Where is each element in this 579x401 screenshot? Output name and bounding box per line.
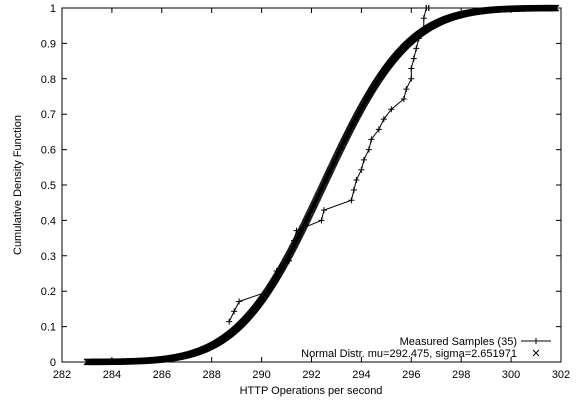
y-tick-label: 0.1: [41, 322, 56, 334]
measured-point: [420, 25, 427, 32]
normal-distribution-series: [83, 4, 560, 366]
y-tick-label: 0.2: [41, 286, 56, 298]
measured-samples-series: [226, 5, 432, 325]
y-axis-label: Cumulative Density Function: [12, 115, 24, 255]
measured-point: [271, 277, 278, 284]
measured-point: [408, 75, 415, 82]
measured-point: [388, 106, 395, 113]
measured-point: [375, 126, 382, 133]
measured-point: [400, 95, 407, 102]
x-tick-label: 290: [252, 369, 270, 381]
axis-ticks: 282 284 286 288 290 292 294 296 298 300 302 0 0.1 0.2…: [41, 3, 570, 381]
y-tick-label: 0.3: [41, 251, 56, 263]
measured-point: [410, 55, 417, 62]
measured-point: [425, 5, 432, 11]
x-tick-label: 300: [502, 369, 520, 381]
legend-marker-measured: [533, 338, 539, 344]
y-tick-label: 0.7: [41, 109, 56, 121]
measured-point: [350, 186, 357, 193]
measured-point: [360, 156, 367, 163]
measured-point: [293, 227, 300, 234]
x-axis-label: HTTP Operations per second: [240, 385, 383, 397]
legend-marker-normal: [532, 349, 540, 357]
measured-point: [288, 247, 295, 254]
measured-point: [348, 197, 355, 204]
measured-point: [415, 35, 422, 42]
y-tick-label: 0.9: [41, 38, 56, 50]
x-tick-label: 302: [552, 369, 570, 381]
y-tick-label: 0.4: [41, 215, 56, 227]
measured-point: [318, 217, 325, 224]
measured-point: [380, 116, 387, 123]
legend-label-normal: Normal Distr. mu=292.475, sigma=2.651971: [301, 348, 517, 360]
y-tick-label: 1: [50, 3, 56, 15]
measured-point: [266, 288, 273, 295]
plot-frame: [61, 7, 562, 363]
y-tick-label: 0.5: [41, 180, 56, 192]
y-tick-label: 0.6: [41, 145, 56, 157]
measured-point: [403, 86, 410, 93]
y-tick-label: 0.8: [41, 74, 56, 86]
measured-point: [320, 207, 327, 214]
measured-point: [353, 177, 360, 184]
x-tick-label: 296: [402, 369, 420, 381]
x-tick-label: 286: [153, 369, 171, 381]
measured-point: [413, 45, 420, 52]
measured-point: [365, 146, 372, 153]
legend: Measured Samples (35) Normal Distr. mu=2…: [301, 336, 551, 360]
x-tick-label: 284: [103, 369, 121, 381]
measured-point: [236, 298, 243, 305]
x-tick-label: 288: [203, 369, 221, 381]
x-tick-label: 292: [302, 369, 320, 381]
y-tick-label: 0: [50, 357, 56, 369]
measured-point: [226, 318, 233, 325]
measured-point: [358, 166, 365, 173]
measured-point: [286, 257, 293, 264]
legend-label-measured: Measured Samples (35): [400, 336, 517, 348]
x-tick-label: 282: [53, 369, 71, 381]
measured-point: [420, 15, 427, 22]
x-tick-label: 298: [452, 369, 470, 381]
measured-point: [231, 308, 238, 315]
x-tick-label: 294: [352, 369, 370, 381]
measured-point: [368, 136, 375, 143]
measured-point: [273, 268, 280, 275]
normal-point: [552, 4, 560, 12]
measured-point: [408, 65, 415, 72]
measured-point: [291, 237, 298, 244]
